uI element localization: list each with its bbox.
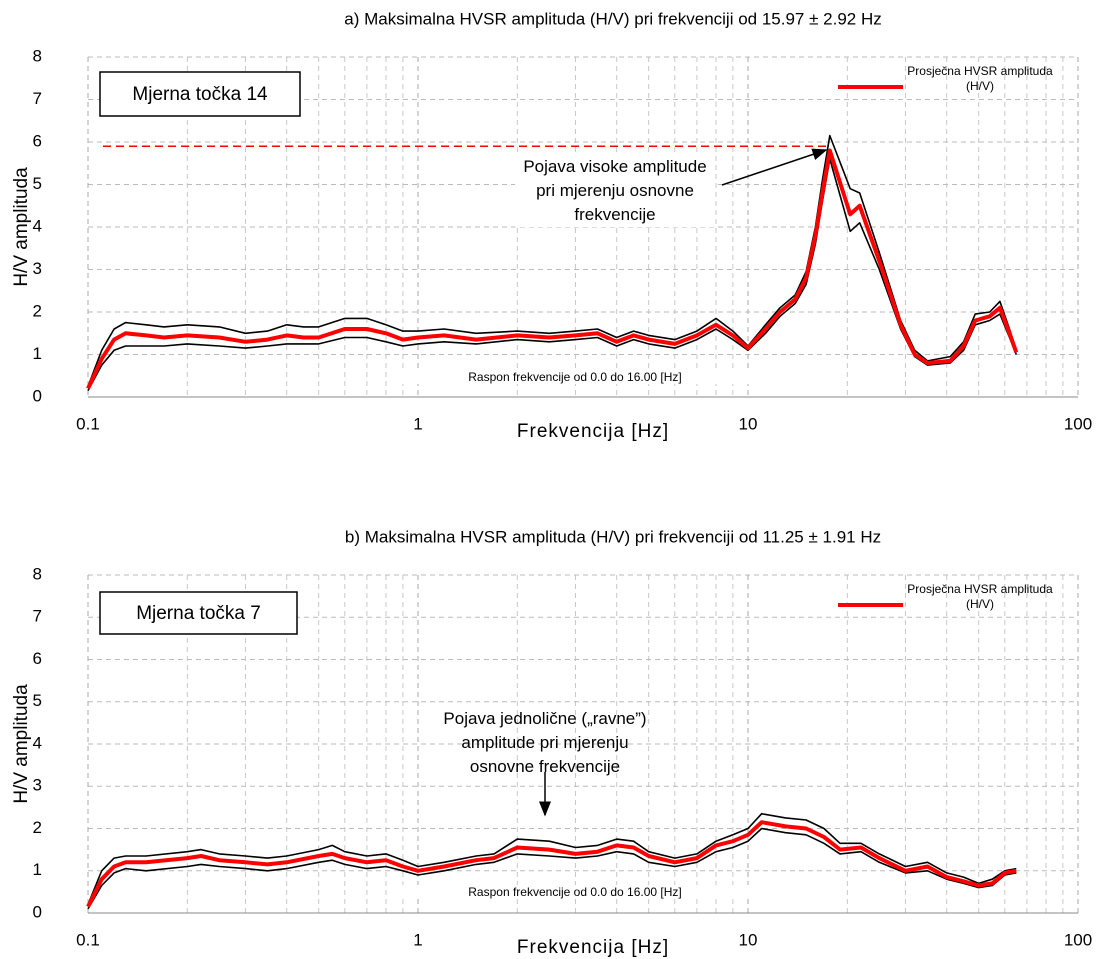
y-tick-label: 6 — [33, 649, 42, 668]
y-tick-label: 4 — [33, 733, 42, 752]
chart-title: b) Maksimalna HVSR amplituda (H/V) pri f… — [345, 527, 881, 546]
annotation: Pojava jednolične („ravne”) amplitude pr… — [443, 709, 647, 776]
y-tick-label: 0 — [33, 386, 42, 405]
x-axis-label: Frekvencija [Hz] — [517, 421, 669, 442]
y-tick-label: 3 — [33, 776, 42, 795]
bound-line — [87, 827, 1017, 910]
y-tick-label: 7 — [33, 607, 42, 626]
annotation: Pojava visoke amplitude pri mjerenju osn… — [515, 155, 715, 227]
mean-line — [86, 148, 1019, 390]
legend-label: Prosječna HVSR amplituda (H/V) — [907, 582, 1053, 611]
bound-line — [87, 812, 1017, 905]
label-box-text: Mjerna točka 14 — [132, 84, 268, 105]
x-tick-label: 10 — [739, 930, 758, 949]
mean-line — [86, 820, 1017, 908]
y-tick-label: 8 — [33, 46, 42, 65]
x-axis-label: Frekvencija [Hz] — [517, 937, 669, 958]
y-tick-label: 4 — [33, 216, 42, 235]
legend-label: Prosječna HVSR amplituda (H/V) — [907, 64, 1053, 93]
y-tick-label: 8 — [33, 564, 42, 583]
label-box — [99, 71, 301, 117]
range-note: Raspon frekvencije od 0.0 do 16.00 [Hz] — [400, 885, 750, 899]
x-tick-label: 1 — [413, 414, 422, 433]
y-tick-label: 7 — [33, 89, 42, 108]
y-tick-label: 2 — [33, 301, 42, 320]
x-tick-label: 100 — [1064, 930, 1092, 949]
annotation-arrow — [721, 148, 828, 186]
y-tick-label: 1 — [33, 860, 42, 879]
y-tick-label: 5 — [33, 691, 42, 710]
label-box — [99, 591, 298, 635]
label-box-text: Mjerna točka 7 — [136, 603, 261, 624]
x-tick-label: 0.1 — [76, 930, 100, 949]
y-tick-label: 5 — [33, 174, 42, 193]
x-tick-label: 10 — [739, 414, 758, 433]
y-tick-label: 1 — [33, 344, 42, 363]
x-tick-label: 0.1 — [76, 414, 100, 433]
range-note: Raspon frekvencije od 0.0 do 16.00 [Hz] — [400, 370, 750, 384]
y-tick-label: 2 — [33, 818, 42, 837]
x-tick-label: 1 — [413, 930, 422, 949]
y-tick-label: 6 — [33, 131, 42, 150]
x-tick-label: 100 — [1064, 414, 1092, 433]
y-tick-label: 0 — [33, 902, 42, 921]
y-tick-label: 3 — [33, 259, 42, 278]
y-axis-label: H/V amplituda — [11, 167, 32, 287]
y-axis-label: H/V amplituda — [11, 684, 32, 804]
chart-title: a) Maksimalna HVSR amplituda (H/V) pri f… — [344, 9, 881, 28]
